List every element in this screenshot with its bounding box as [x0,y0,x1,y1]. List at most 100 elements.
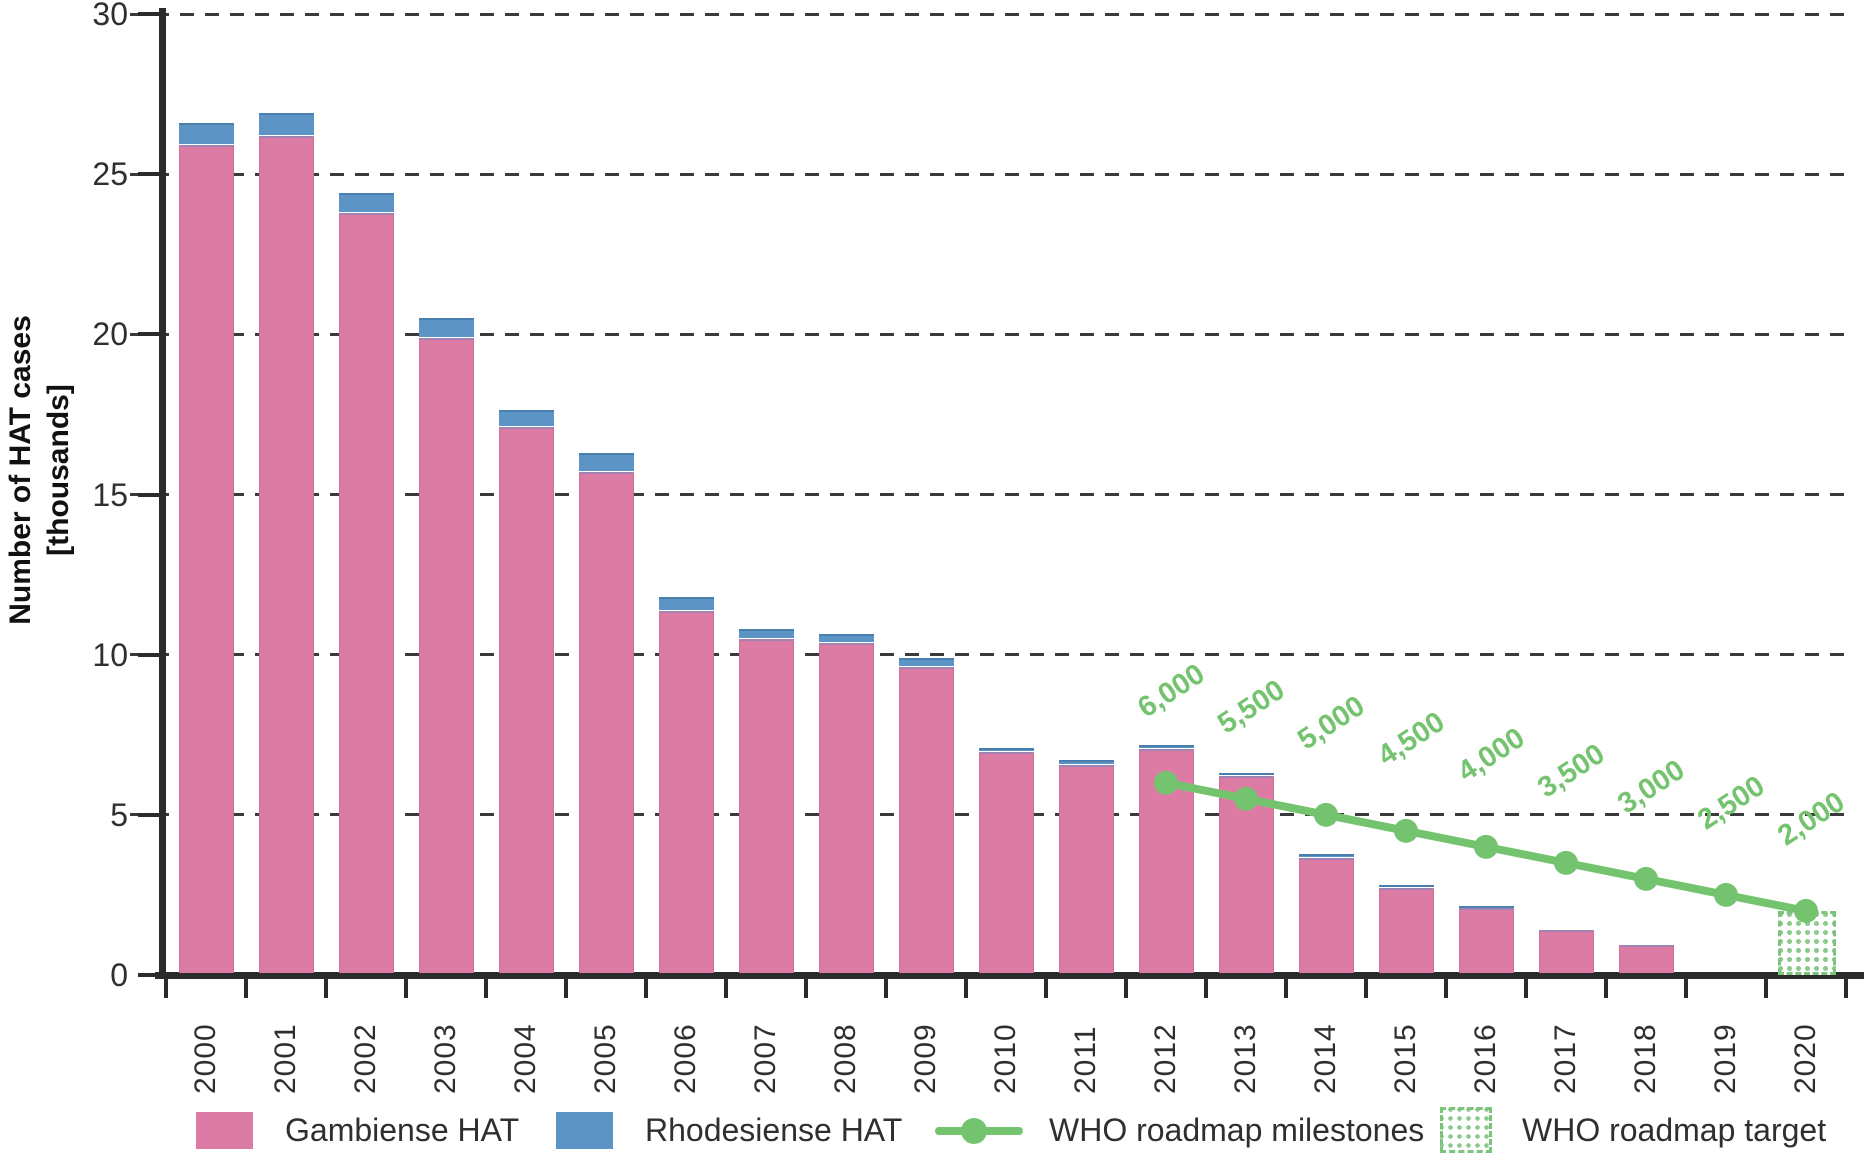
x-tick [1684,975,1688,998]
bar-rhodesiense-2016 [1458,906,1514,909]
gridline-10 [130,653,1844,657]
target-swatch-icon [1440,1107,1492,1153]
bar-gambiense-2010 [978,752,1034,973]
x-tick [484,975,488,998]
y-tick-label-20: 20 [92,316,128,353]
milestone-marker-2013 [1234,786,1258,811]
y-tick-15 [138,492,166,497]
y-tick-10 [138,652,166,657]
bar-rhodesiense-2000 [178,122,234,145]
bar-rhodesiense-2003 [418,318,474,337]
y-tick-label-10: 10 [92,636,128,673]
legend-item-gambiense: Gambiense HAT [196,1108,519,1152]
x-tick [644,975,648,998]
rhodesiense-swatch [556,1111,613,1149]
x-tick [1604,975,1608,998]
legend-item-milestones: WHO roadmap milestones [935,1108,1424,1152]
y-tick-30 [138,12,166,16]
bar-gambiense-2002 [338,212,394,973]
bar-gambiense-2007 [738,638,794,973]
y-tick-label-30: 30 [92,0,128,32]
milestone-line-icon [935,1108,1023,1152]
milestone-marker-2019 [1714,882,1738,907]
bar-rhodesiense-2002 [338,193,394,212]
y-tick-5 [138,812,166,817]
milestone-marker-2016 [1474,834,1498,859]
bar-gambiense-2003 [418,337,474,973]
bar-rhodesiense-2009 [898,657,954,667]
legend-label-target: WHO roadmap target [1522,1111,1827,1148]
bar-rhodesiense-2001 [258,113,314,135]
y-tick-label-25: 25 [92,156,128,193]
bar-rhodesiense-2014 [1298,853,1354,858]
x-tick [1284,975,1288,998]
legend-item-rhodesiense: Rhodesiense HAT [556,1108,902,1152]
y-tick-20 [138,332,166,337]
bar-gambiense-2005 [578,472,634,973]
bar-gambiense-2004 [498,427,554,973]
bar-rhodesiense-2010 [978,747,1034,752]
bar-rhodesiense-2015 [1378,885,1434,888]
x-tick [1124,975,1128,998]
bar-gambiense-2000 [178,145,234,973]
bar-gambiense-2014 [1298,858,1354,973]
bar-rhodesiense-2008 [818,633,874,643]
bar-rhodesiense-2013 [1218,773,1274,776]
bar-rhodesiense-2012 [1138,745,1194,749]
x-tick [1044,975,1048,998]
y-tick-label-0: 0 [110,957,128,993]
legend-label-gambiense: Gambiense HAT [285,1111,520,1148]
milestone-marker-2012 [1154,770,1178,795]
bar-gambiense-2018 [1618,944,1674,973]
x-tick [964,975,968,998]
x-tick [804,975,808,998]
who-roadmap-target-bar [1777,910,1836,975]
bar-gambiense-2016 [1458,907,1514,973]
x-tick [1364,975,1368,998]
gridline-15 [130,493,1844,496]
x-tick [404,975,408,998]
y-tick-label-15: 15 [92,476,128,513]
milestone-marker-2020 [1794,898,1818,923]
bar-gambiense-2015 [1378,887,1434,973]
x-tick [1444,975,1448,998]
bar-gambiense-2001 [258,135,314,973]
legend-label-milestones: WHO roadmap milestones [1049,1111,1425,1148]
y-tick-0 [138,973,166,977]
gridline-25 [130,172,1844,176]
x-tick [1844,975,1848,998]
bar-rhodesiense-2007 [738,629,794,638]
gridline-30 [130,12,1844,16]
milestone-marker-2018 [1634,866,1658,891]
x-tick [1204,975,1208,998]
bar-gambiense-2009 [898,667,954,973]
milestone-marker-2015 [1394,818,1418,843]
x-tick [324,975,328,998]
bar-gambiense-2017 [1538,929,1594,973]
y-tick-label-5: 5 [110,796,128,833]
bar-rhodesiense-2011 [1058,760,1114,765]
x-tick [884,975,888,998]
legend-label-rhodesiense: Rhodesiense HAT [645,1111,903,1148]
bar-rhodesiense-2005 [578,452,634,472]
x-tick [164,975,168,998]
milestone-marker-2014 [1314,802,1338,827]
x-tick [564,975,568,998]
bar-gambiense-2011 [1058,765,1114,973]
gridline-20 [130,332,1844,336]
bar-rhodesiense-2006 [658,597,714,611]
gambiense-swatch [196,1111,253,1149]
bar-gambiense-2006 [658,611,714,973]
x-tick [724,975,728,998]
bar-gambiense-2008 [818,643,874,973]
x-axis-line [155,972,1864,979]
milestone-marker-2017 [1554,850,1578,875]
legend: Gambiense HAT Rhodesiense HAT WHO roadma… [0,1107,1874,1156]
x-tick [244,975,248,998]
y-tick-25 [138,172,166,177]
x-tick [1524,975,1528,998]
x-tick [1764,975,1768,998]
bar-rhodesiense-2004 [498,409,554,427]
